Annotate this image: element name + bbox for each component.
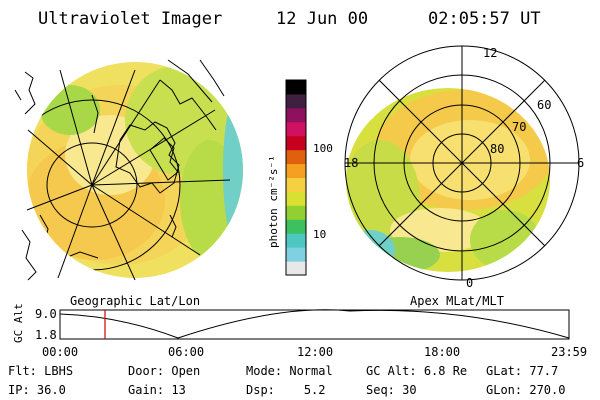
colorbar-swatch	[286, 93, 306, 109]
status-door: Door: Open	[128, 364, 201, 378]
colorbar-swatch	[286, 219, 306, 234]
altitude-plot: GC Alt	[12, 303, 570, 343]
status-seq: Seq: 30	[366, 383, 417, 397]
colorbar-tick-10: 10	[313, 228, 327, 241]
colorbar-swatch	[286, 163, 306, 178]
geo-projection-label: Geographic Lat/Lon	[70, 294, 201, 308]
status-glat: GLat: 77.7	[486, 364, 559, 378]
colorbar-swatches	[286, 80, 306, 276]
mlt-label-6: 6	[577, 156, 585, 170]
altitude-xtick-1200: 12:00	[297, 345, 334, 359]
colorbar-swatch	[286, 80, 306, 95]
status-dsp: Dsp: 5.2	[246, 383, 326, 397]
altitude-xtick-2359: 23:59	[551, 345, 588, 359]
colorbar-swatch	[286, 149, 306, 165]
instrument-title: Ultraviolet Imager	[38, 9, 223, 29]
geographic-map	[14, 59, 243, 281]
polar-plot	[344, 45, 580, 281]
colorbar: photon cm⁻²s⁻¹	[267, 79, 307, 276]
colorbar-swatch	[286, 261, 306, 276]
external-coastlines	[14, 59, 225, 281]
colorbar-swatch	[286, 135, 306, 151]
colorbar-swatch	[286, 121, 306, 137]
altitude-xtick-0000: 00:00	[42, 345, 79, 359]
colorbar-swatch	[286, 205, 306, 220]
polar-grid	[344, 45, 580, 281]
colorbar-frame	[285, 79, 307, 276]
status-filter: Flt: LBHS	[8, 364, 74, 378]
mlt-label-18: 18	[344, 156, 359, 170]
mlat-label-70: 70	[512, 120, 527, 134]
colorbar-swatch	[286, 247, 306, 262]
colorbar-unit-label: photon cm⁻²s⁻¹	[267, 155, 280, 248]
status-gain: Gain: 13	[128, 383, 186, 397]
altitude-xtick-0600: 06:00	[168, 345, 205, 359]
polar-aurora-image	[346, 88, 550, 272]
colorbar-swatch	[286, 177, 306, 192]
colorbar-swatch	[286, 191, 306, 206]
image-time: 02:05:57 UT	[428, 9, 541, 29]
polar-projection-label: Apex MLat/MLT	[410, 294, 504, 308]
status-gc-alt: GC Alt: 6.8 Re	[366, 364, 468, 378]
altitude-curve	[59, 309, 570, 339]
altitude-xtick-1800: 18:00	[424, 345, 461, 359]
altitude-ytick-low: 1.8	[35, 328, 57, 342]
status-glon: GLon: 270.0	[486, 383, 566, 397]
status-mode: Mode: Normal	[246, 364, 333, 378]
image-date: 12 Jun 00	[276, 9, 369, 29]
colorbar-tick-100: 100	[313, 142, 333, 155]
colorbar-swatch	[286, 233, 306, 248]
mlat-label-60: 60	[537, 98, 552, 112]
status-ip: IP: 36.0	[8, 383, 66, 397]
colorbar-swatch	[286, 107, 306, 123]
geo-grid	[26, 69, 231, 281]
altitude-axis-label: GC Alt	[12, 303, 25, 343]
geo-aurora-image	[27, 62, 243, 278]
mlt-label-12: 12	[483, 46, 498, 60]
altitude-ytick-high: 9.0	[35, 307, 57, 321]
mlat-label-80: 80	[490, 142, 505, 156]
mlt-label-0: 0	[466, 276, 474, 290]
